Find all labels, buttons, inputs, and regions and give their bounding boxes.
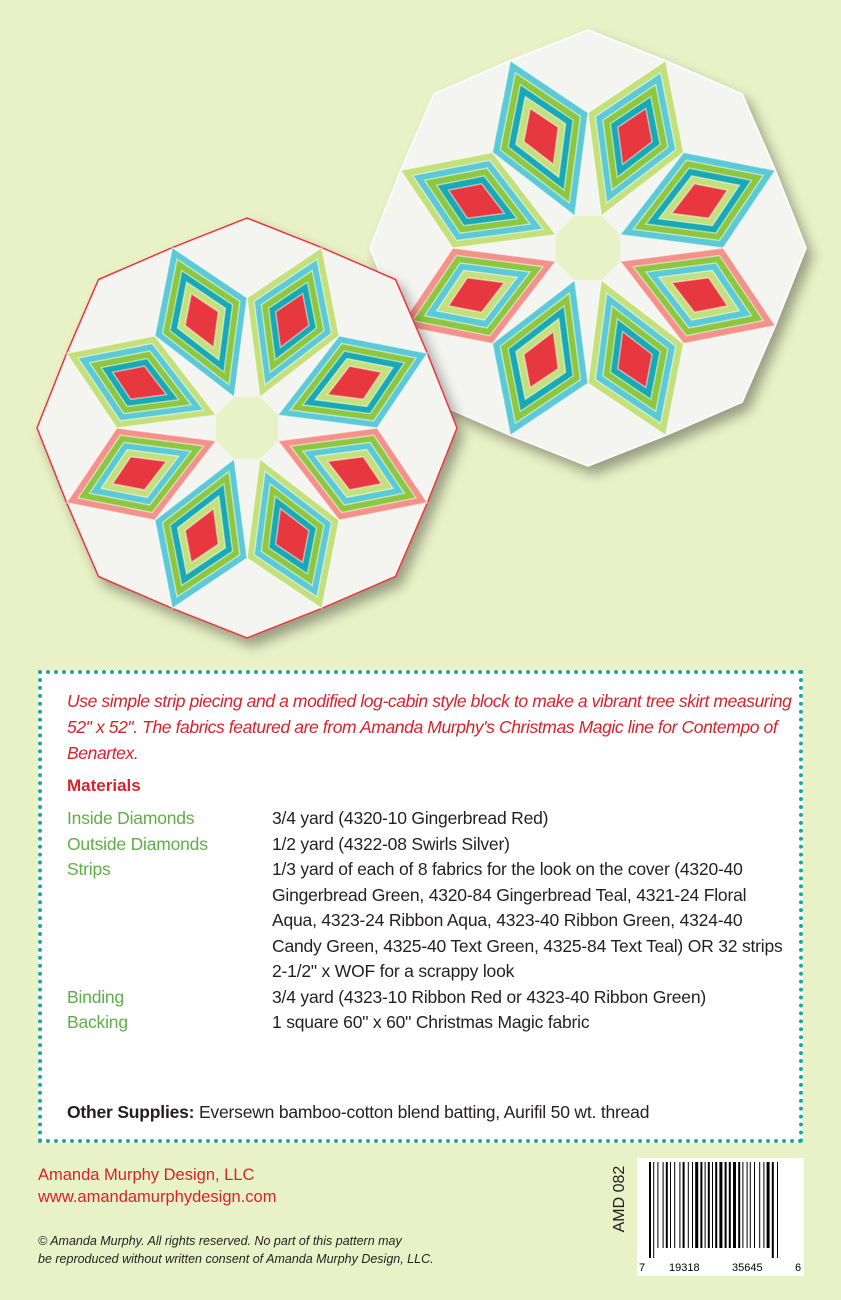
skirt-diamond-strip	[274, 507, 310, 564]
tree-skirt-back-image	[369, 29, 807, 467]
barcode-bar	[733, 1162, 736, 1248]
skirt-diamond-strip	[670, 276, 729, 314]
other-supplies-value: Eversewn bamboo-cotton blend batting, Au…	[194, 1102, 650, 1122]
barcode-bar	[766, 1162, 770, 1248]
material-label: Backing	[67, 1012, 128, 1032]
barcode-bar	[649, 1162, 651, 1258]
sku-text: AMD 082	[611, 1165, 628, 1233]
other-supplies: Other Supplies: Eversewn bamboo-cotton b…	[67, 1102, 649, 1123]
barcode-bar	[754, 1162, 755, 1248]
barcode-bar	[742, 1162, 744, 1248]
barcode-bar	[692, 1162, 693, 1248]
skirt-diamond-strip	[274, 292, 310, 349]
company-name: Amanda Murphy Design, LLC	[38, 1166, 255, 1184]
skirt-diamond-strip	[447, 276, 506, 314]
skirt-diamond-strip	[522, 330, 560, 389]
barcode-bar	[707, 1162, 710, 1248]
barcode-digit: 35645	[732, 1262, 763, 1274]
barcode: 7 19318 35645 6	[637, 1158, 804, 1276]
material-label: Binding	[67, 986, 124, 1007]
website-link[interactable]: www.amandamurphydesign.com	[38, 1188, 277, 1206]
skirt-diamond-strip	[616, 107, 654, 166]
sku-label: AMD 082	[600, 1162, 640, 1242]
materials-box: Use simple strip piecing and a modified …	[38, 670, 803, 1143]
barcode-bar	[712, 1162, 713, 1248]
barcode-bar	[719, 1162, 723, 1248]
materials-list: Inside Diamonds 3/4 yard (4320-10 Gingerb…	[67, 806, 787, 1036]
barcode-bar	[746, 1162, 748, 1248]
barcode-bar	[679, 1162, 681, 1248]
barcode-digit: 19318	[669, 1262, 700, 1274]
material-label: Outside Diamonds	[67, 833, 208, 854]
barcode-bar	[763, 1162, 765, 1248]
materials-row: Inside Diamonds 3/4 yard (4320-10 Gingerb…	[67, 806, 787, 832]
barcode-bar	[759, 1162, 761, 1248]
skirt-diamond-strip	[447, 182, 506, 220]
barcode-bar	[670, 1162, 671, 1248]
barcode-digit: 6	[795, 1262, 802, 1274]
barcode-bar	[738, 1162, 741, 1248]
material-label: Strips	[67, 859, 111, 879]
barcode-bar	[687, 1162, 689, 1248]
materials-row: Binding 3/4 yard (4323-10 Ribbon Red or 4…	[67, 985, 787, 1011]
material-value: 1/3 yard of each of 8 fabrics for the lo…	[272, 859, 783, 981]
barcode-bar	[674, 1162, 676, 1248]
barcode-bar	[662, 1162, 664, 1248]
barcode-bar	[657, 1162, 659, 1248]
skirt-diamond-strip	[184, 507, 220, 564]
barcode-bar	[653, 1162, 655, 1258]
barcode-bar	[682, 1162, 685, 1248]
material-label: Inside Diamonds	[67, 808, 195, 828]
barcode-bar	[704, 1162, 706, 1248]
skirt-diamond-strip	[326, 365, 383, 401]
skirt-center-hole	[555, 215, 621, 281]
copyright-line: be reproduced without written consent of…	[38, 1252, 434, 1266]
barcode-bar	[665, 1162, 668, 1248]
material-value: 3/4 yard (4323-10 Ribbon Red or 4323-40 …	[272, 986, 706, 1007]
material-value: 1 square 60" x 60" Christmas Magic fabri…	[272, 1012, 590, 1032]
tree-skirt-front-image	[36, 217, 458, 639]
skirt-diamond-strip	[616, 330, 654, 389]
barcode-bar	[771, 1162, 774, 1258]
skirt-center-hole	[216, 397, 278, 459]
barcode-bar	[724, 1162, 727, 1248]
barcode-bar	[695, 1162, 699, 1248]
skirt-diamond-strip	[111, 365, 168, 401]
barcode-bar	[777, 1162, 778, 1258]
tree-skirt-photos	[36, 29, 807, 639]
materials-heading: Materials	[67, 776, 141, 795]
skirt-diamond-strip	[522, 107, 560, 166]
skirt-diamond-strip	[326, 455, 383, 491]
skirt-diamond-strip	[184, 292, 220, 349]
copyright-notice: © Amanda Murphy. All rights reserved. No…	[38, 1232, 434, 1268]
barcode-bar	[700, 1162, 703, 1248]
intro-text: Use simple strip piecing and a modified …	[67, 691, 792, 763]
copyright-line: © Amanda Murphy. All rights reserved. No…	[38, 1234, 402, 1248]
barcode-bars	[649, 1162, 778, 1258]
barcode-bar	[715, 1162, 718, 1248]
barcode-digit: 7	[639, 1262, 646, 1274]
skirt-diamond-strip	[111, 455, 168, 491]
materials-row: Strips 1/3 yard of each of 8 fabrics for …	[67, 857, 787, 985]
company-info: Amanda Murphy Design, LLC www.amandamurp…	[38, 1164, 276, 1208]
material-value: 3/4 yard (4320-10 Gingerbread Red)	[272, 808, 549, 828]
barcode-bar	[728, 1162, 731, 1248]
skirt-diamond-strip	[670, 182, 729, 220]
material-value: 1/2 yard (4322-08 Swirls Silver)	[272, 833, 510, 854]
barcode-bar	[749, 1162, 751, 1248]
materials-row: Outside Diamonds 1/2 yard (4322-08 Swirls…	[67, 832, 787, 858]
materials-row: Backing 1 square 60" x 60" Christmas Magi…	[67, 1010, 787, 1036]
other-supplies-label: Other Supplies:	[67, 1102, 195, 1122]
